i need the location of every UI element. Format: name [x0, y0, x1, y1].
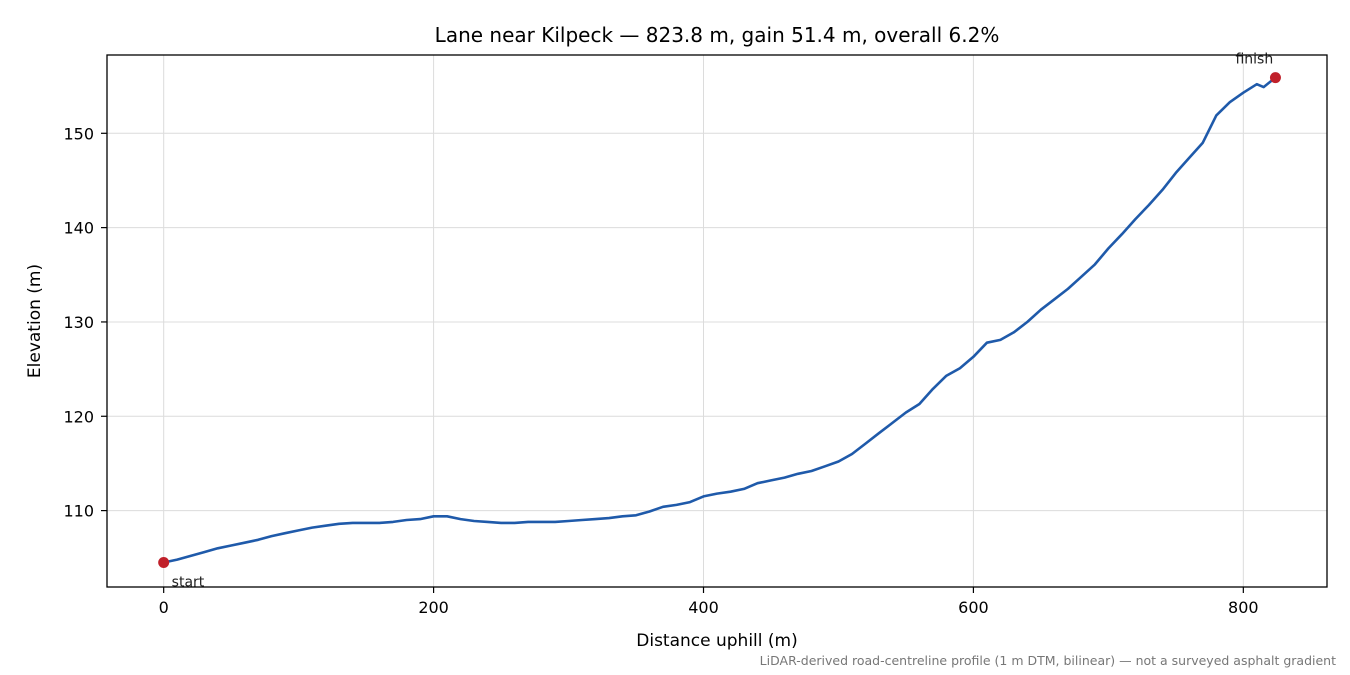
x-tick-label: 400 — [688, 598, 719, 617]
finish-label: finish — [1235, 52, 1273, 68]
chart-title: Lane near Kilpeck — 823.8 m, gain 51.4 m… — [435, 23, 1000, 47]
y-tick-label: 110 — [63, 502, 94, 521]
x-tick-label: 0 — [159, 598, 169, 617]
start-marker — [158, 556, 170, 568]
y-tick-label: 140 — [63, 219, 94, 238]
y-tick-label: 150 — [63, 124, 94, 143]
x-axis-title: Distance uphill (m) — [636, 631, 797, 651]
elevation-series-line — [162, 76, 1277, 564]
x-tick-label: 800 — [1228, 598, 1259, 617]
grid — [107, 55, 1327, 587]
y-tick-label: 120 — [63, 407, 94, 426]
marker-layer: start finish — [158, 52, 1281, 590]
start-label: start — [172, 574, 205, 590]
series-layer — [162, 76, 1277, 564]
y-axis-title: Elevation (m) — [25, 264, 45, 378]
plot-frame — [106, 54, 1328, 588]
chart-footnote: LiDAR-derived road-centreline profile (1… — [760, 653, 1336, 668]
x-tick-label: 600 — [958, 598, 989, 617]
y-tick-label: 130 — [63, 313, 94, 332]
x-tick-label: 200 — [418, 598, 449, 617]
axis-ticks: 0 200 400 600 800 110 120 130 140 150 — [63, 124, 1258, 617]
finish-marker — [1269, 72, 1281, 84]
